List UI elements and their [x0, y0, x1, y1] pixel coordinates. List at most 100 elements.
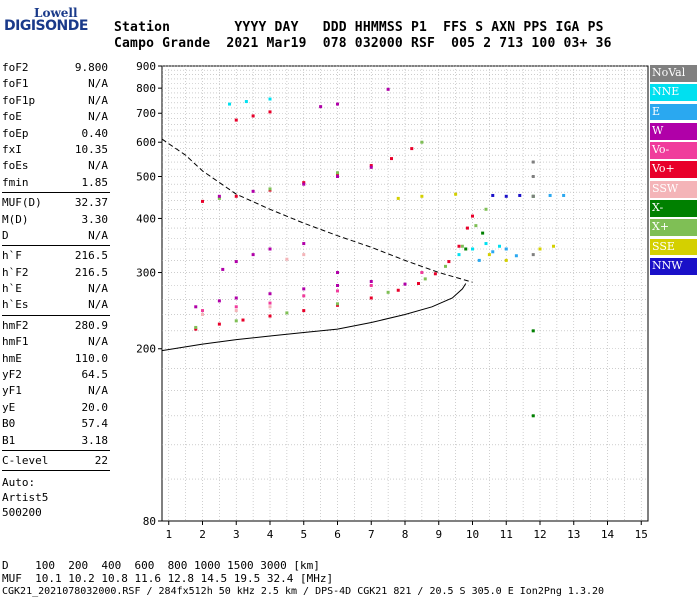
echo-point-w — [319, 105, 323, 109]
x-tick-label: 15 — [635, 528, 648, 541]
legend-entry: NoVal — [650, 65, 697, 82]
param-value: 32.37 — [74, 196, 108, 210]
param-row: M(D) 3.30 — [2, 212, 110, 228]
param-name: h`E — [2, 282, 22, 296]
param-row: C-level 22 — [2, 453, 110, 469]
echo-point-nne — [268, 97, 272, 101]
param-divider — [2, 192, 110, 194]
param-name: foEs — [2, 159, 29, 173]
param-name: h`F2 — [2, 265, 29, 279]
echo-point-vo — [217, 322, 221, 326]
auto-line: 500200 — [2, 506, 42, 520]
echo-point-w — [302, 287, 306, 291]
param-name: M(D) — [2, 212, 29, 226]
legend-entry: SSW — [650, 180, 697, 198]
param-value: 1.85 — [81, 175, 109, 189]
param-value: 9.800 — [74, 61, 108, 74]
logo-digisonde: DIGISONDE — [4, 18, 88, 34]
echo-point-noval — [531, 160, 535, 164]
y-tick-label: 500 — [136, 170, 156, 183]
param-name: foEp — [2, 126, 29, 140]
muf-curve — [161, 138, 473, 283]
param-row: hmF2 280.9 — [2, 318, 110, 334]
echo-point-x — [217, 196, 221, 200]
header-values: Campo Grande 2021 Mar19 078 032000 RSF 0… — [114, 36, 612, 51]
legend-entry: W — [650, 122, 697, 140]
x-tick-label: 2 — [199, 528, 206, 541]
echo-point-ssw — [234, 309, 238, 313]
y-tick-label: 80 — [143, 515, 156, 528]
echo-point-x — [531, 329, 535, 333]
param-row: D N/A — [2, 228, 110, 244]
footer-file-info: CGK21_2021078032000.RSF / 284fx512h 50 k… — [2, 586, 605, 597]
echo-point-vo — [369, 164, 373, 168]
echo-point-noval — [531, 194, 535, 198]
echo-point-w — [302, 242, 306, 246]
echo-point-x — [194, 325, 198, 329]
echo-point-nne — [484, 242, 488, 246]
echo-point-e — [491, 250, 495, 254]
param-value: 57.4 — [81, 417, 109, 431]
legend-entry: Vo+ — [650, 161, 697, 179]
echo-point-ssw — [302, 253, 306, 257]
legend-entry: NNW — [650, 257, 697, 275]
param-name: h`Es — [2, 298, 29, 312]
footer-distance-row: D 100 200 400 600 800 1000 1500 3000 [km… — [2, 559, 320, 572]
echo-point-vo — [302, 181, 306, 185]
echo-point-vo — [241, 318, 245, 322]
echo-point-nne — [471, 247, 474, 251]
y-tick-label: 200 — [136, 343, 156, 356]
auto-line: Auto: — [2, 476, 36, 490]
echo-point-vo — [336, 289, 339, 293]
param-name: hmF1 — [2, 335, 29, 349]
legend-entry: NNE — [650, 84, 697, 102]
param-name: D — [2, 228, 9, 242]
param-row: h`F 216.5 — [2, 248, 110, 264]
echo-point-x — [336, 171, 339, 175]
polarization-legend: NoVal NNE E W Vo- Vo+ SSW X- X+ SSE NNW — [650, 65, 697, 277]
param-name: B0 — [2, 417, 16, 431]
echo-point-vo — [302, 294, 306, 298]
param-row: h`E N/A — [2, 281, 110, 297]
x-tick-label: 3 — [233, 528, 240, 541]
y-tick-label: 700 — [136, 107, 156, 120]
echo-point-vo — [420, 271, 424, 275]
echo-point-w — [234, 260, 238, 264]
param-row: foE N/A — [2, 109, 110, 125]
legend-entry: X+ — [650, 219, 697, 237]
echo-point-vo — [417, 281, 420, 285]
echo-point-x — [481, 231, 485, 235]
echo-point-vo — [471, 214, 474, 218]
echo-point-w — [336, 283, 339, 287]
echo-point-vo — [251, 114, 255, 118]
echo-point-x — [474, 224, 478, 228]
echo-point-w — [302, 182, 306, 186]
echo-point-ssw — [201, 312, 204, 316]
param-name: hmF2 — [2, 318, 29, 332]
echo-point-sse — [487, 253, 491, 257]
param-divider — [2, 314, 110, 316]
param-value: 3.30 — [81, 212, 109, 226]
param-value: 64.5 — [81, 368, 109, 382]
echo-point-nnw — [504, 194, 508, 198]
echo-point-vo — [396, 288, 400, 292]
echo-point-vo — [268, 314, 272, 318]
x-tick-label: 9 — [435, 528, 442, 541]
param-name: MUF(D) — [2, 196, 42, 210]
param-name: foF2 — [2, 61, 29, 74]
param-row: foEs N/A — [2, 158, 110, 174]
param-row: h`Es N/A — [2, 297, 110, 313]
echo-point-x — [484, 207, 488, 211]
echo-point-w — [268, 292, 272, 296]
echo-point-sse — [396, 196, 400, 200]
param-name: B1 — [2, 433, 16, 447]
param-value: N/A — [88, 159, 108, 173]
y-tick-label: 600 — [136, 136, 156, 149]
echo-point-x — [464, 247, 468, 251]
param-value: N/A — [88, 228, 108, 242]
echo-point-w — [336, 102, 339, 106]
echo-point-nne — [228, 102, 231, 106]
x-tick-label: 8 — [402, 528, 409, 541]
param-value: 0.40 — [81, 126, 109, 140]
param-row: hmF1 N/A — [2, 334, 110, 350]
